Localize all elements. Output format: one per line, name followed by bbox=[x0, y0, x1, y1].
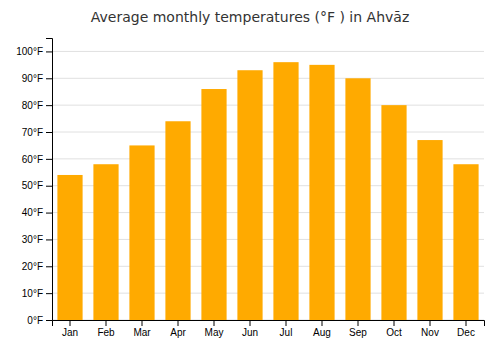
tick-mark bbox=[46, 320, 52, 321]
tick-label: 0°F bbox=[27, 315, 43, 326]
tick: 0°F bbox=[27, 315, 52, 326]
title: Average monthly temperatures (°F ) in Ah… bbox=[91, 9, 410, 25]
bar bbox=[309, 65, 334, 320]
tick-label: 60°F bbox=[22, 154, 43, 165]
tick-label: 70°F bbox=[22, 127, 43, 138]
tick-mark bbox=[70, 320, 71, 326]
tick-mark bbox=[178, 320, 179, 326]
tick-mark bbox=[46, 239, 52, 240]
tick-mark bbox=[106, 320, 107, 326]
plot: 0°F 10°F 20°F 30°F 40°F 50°F 60°F 70°F 80°F 90°F 1… bbox=[16, 39, 484, 339]
tick: Sep bbox=[349, 320, 367, 338]
tick: 20°F bbox=[22, 261, 52, 272]
tick: 100°F bbox=[16, 46, 52, 57]
bar bbox=[237, 70, 262, 320]
tick-label: Dec bbox=[457, 327, 475, 338]
tick-mark bbox=[46, 293, 52, 294]
grid-line bbox=[52, 78, 484, 79]
tick-label: 40°F bbox=[22, 207, 43, 218]
tick: 40°F bbox=[22, 207, 52, 218]
tick-label: Aug bbox=[313, 327, 331, 338]
tick-label: 10°F bbox=[22, 288, 43, 299]
tick-mark bbox=[466, 320, 467, 326]
tick-mark bbox=[46, 159, 52, 160]
grid-line bbox=[52, 132, 484, 133]
tick: Nov bbox=[421, 320, 439, 338]
bar bbox=[129, 145, 154, 320]
tick: Jan bbox=[62, 320, 78, 338]
tick-mark bbox=[430, 320, 431, 326]
tick: 80°F bbox=[22, 100, 52, 111]
tick-label: Mar bbox=[133, 327, 151, 338]
tick-mark bbox=[46, 186, 52, 187]
tick-label: Apr bbox=[170, 327, 186, 338]
bar bbox=[381, 105, 406, 320]
tick: 30°F bbox=[22, 234, 52, 245]
bar bbox=[453, 164, 478, 320]
tick-mark bbox=[142, 320, 143, 326]
tick: Mar bbox=[133, 320, 151, 338]
tick-label: May bbox=[205, 327, 224, 338]
tick-mark bbox=[250, 320, 251, 326]
tick-mark bbox=[322, 320, 323, 326]
x-axis: Jan Feb Mar Apr May Jun Jul Aug Sep Oct Nov Dec bbox=[53, 320, 485, 338]
bar bbox=[165, 121, 190, 320]
tick-mark bbox=[46, 213, 52, 214]
tick: Feb bbox=[97, 320, 115, 338]
grid-line bbox=[52, 51, 484, 52]
tick-label: 100°F bbox=[16, 46, 43, 57]
tick-mark bbox=[46, 132, 52, 133]
tick-label: 20°F bbox=[22, 261, 43, 272]
tick: Jun bbox=[242, 320, 258, 338]
tick: 60°F bbox=[22, 154, 52, 165]
tick-mark bbox=[286, 320, 287, 326]
tick-mark bbox=[214, 320, 215, 326]
tick: 10°F bbox=[22, 288, 52, 299]
tick-label: Nov bbox=[421, 327, 439, 338]
bars bbox=[57, 62, 478, 320]
axis-line bbox=[53, 321, 485, 327]
axis-line bbox=[46, 39, 53, 321]
bar bbox=[57, 175, 82, 320]
tick-mark bbox=[46, 105, 52, 106]
tick: 50°F bbox=[22, 180, 52, 191]
bar bbox=[345, 78, 370, 320]
tick-label: 90°F bbox=[22, 73, 43, 84]
y-axis: 0°F 10°F 20°F 30°F 40°F 50°F 60°F 70°F 80°F 90°F 1… bbox=[16, 39, 52, 326]
tick: Jul bbox=[280, 320, 293, 338]
tick-label: 30°F bbox=[22, 234, 43, 245]
tick-mark bbox=[46, 51, 52, 52]
tick: 90°F bbox=[22, 73, 52, 84]
tick: Oct bbox=[386, 320, 402, 338]
chart: 0°F 10°F 20°F 30°F 40°F 50°F 60°F 70°F 80°F 90°F 1… bbox=[0, 0, 500, 350]
tick: Aug bbox=[313, 320, 331, 338]
tick-mark bbox=[46, 78, 52, 79]
tick-label: Sep bbox=[349, 327, 367, 338]
bar bbox=[93, 164, 118, 320]
grid bbox=[52, 51, 484, 320]
bar bbox=[273, 62, 298, 320]
tick: Apr bbox=[170, 320, 186, 338]
bar bbox=[417, 140, 442, 320]
tick-label: Jul bbox=[280, 327, 293, 338]
tick-mark bbox=[358, 320, 359, 326]
bar bbox=[201, 89, 226, 320]
tick: 70°F bbox=[22, 127, 52, 138]
tick-label: Jan bbox=[62, 327, 78, 338]
tick-label: Jun bbox=[242, 327, 258, 338]
tick-label: Feb bbox=[97, 327, 115, 338]
tick-mark bbox=[394, 320, 395, 326]
tick-label: 80°F bbox=[22, 100, 43, 111]
tick-mark bbox=[46, 266, 52, 267]
tick: Dec bbox=[457, 320, 475, 338]
tick: May bbox=[205, 320, 224, 338]
tick-label: 50°F bbox=[22, 180, 43, 191]
tick-label: Oct bbox=[386, 327, 402, 338]
grid-line bbox=[52, 105, 484, 106]
